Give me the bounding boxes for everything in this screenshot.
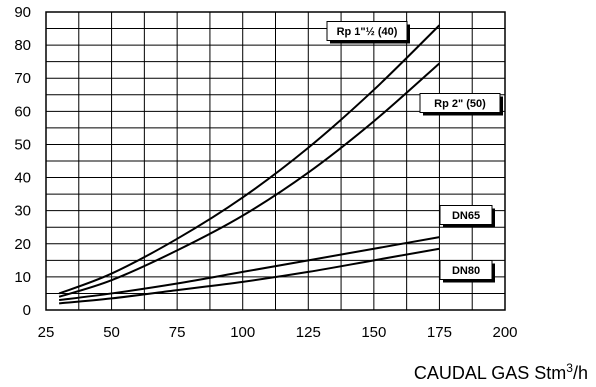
y-tick-label: 70 bbox=[14, 70, 31, 87]
series-line-1 bbox=[58, 62, 441, 298]
x-tick-label: 50 bbox=[103, 324, 120, 341]
series-label-box bbox=[439, 205, 493, 225]
x-axis-title-unit: /h bbox=[573, 363, 588, 383]
y-tick-label: 40 bbox=[14, 170, 31, 187]
series-label-0: Rp 1"½ (40) bbox=[326, 21, 410, 44]
x-axis-title-text: CAUDAL GAS Stm bbox=[414, 363, 566, 383]
series-label-box bbox=[419, 93, 501, 113]
series-label-2: DN65 bbox=[439, 205, 495, 228]
series-label-text: DN80 bbox=[452, 265, 480, 277]
series-label-box bbox=[326, 21, 408, 41]
y-tick-label: 20 bbox=[14, 236, 31, 253]
series-line-2 bbox=[58, 236, 440, 302]
plot-frame bbox=[45, 11, 506, 311]
x-axis-title: CAUDAL GAS Stm3/h bbox=[414, 361, 588, 383]
y-tick-label: 90 bbox=[14, 4, 31, 21]
y-tick-label: 10 bbox=[14, 269, 31, 286]
x-tick-label: 125 bbox=[296, 324, 321, 341]
y-tick-label: 60 bbox=[14, 103, 31, 120]
x-tick-labels: 25 50 75 100 125 150 175 200 bbox=[38, 324, 518, 341]
series-lines bbox=[58, 24, 441, 305]
y-tick-label: 50 bbox=[14, 136, 31, 153]
series-label-text: Rp 1"½ (40) bbox=[337, 26, 398, 38]
series-labels: Rp 1"½ (40) Rp 2" (50) DN65 DN80 bbox=[326, 21, 503, 283]
x-axis-title-sup: 3 bbox=[566, 361, 573, 375]
series-line-0 bbox=[58, 24, 441, 295]
series-label-text: Rp 2" (50) bbox=[434, 98, 486, 110]
series-label-box bbox=[439, 260, 493, 280]
x-tick-label: 150 bbox=[361, 324, 386, 341]
series-label-text: DN65 bbox=[452, 210, 480, 222]
y-tick-label: 80 bbox=[14, 37, 31, 54]
x-tick-label: 75 bbox=[169, 324, 186, 341]
y-tick-labels: 0 10 20 30 40 50 60 70 80 90 bbox=[14, 4, 31, 319]
x-tick-label: 100 bbox=[230, 324, 255, 341]
series-line-3 bbox=[59, 247, 440, 305]
series-label-3: DN80 bbox=[439, 260, 495, 283]
y-tick-label: 30 bbox=[14, 203, 31, 220]
x-tick-label: 200 bbox=[492, 324, 517, 341]
series-label-1: Rp 2" (50) bbox=[419, 93, 503, 116]
y-tick-label: 0 bbox=[23, 302, 31, 319]
x-tick-label: 25 bbox=[38, 324, 55, 341]
x-tick-label: 175 bbox=[427, 324, 452, 341]
